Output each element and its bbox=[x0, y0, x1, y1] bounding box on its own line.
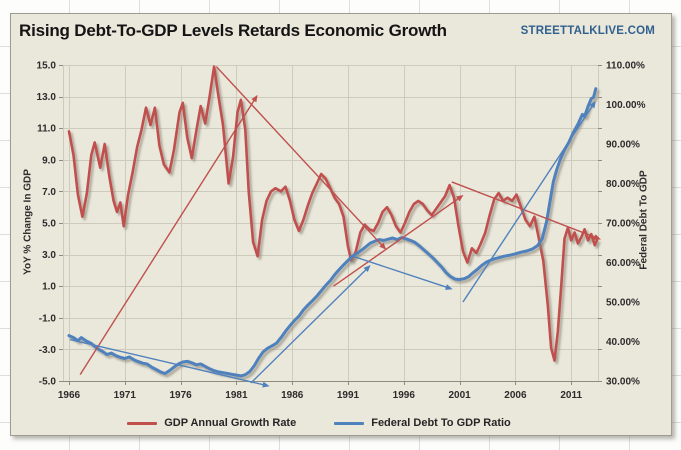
x-axis-tick-label: 1966 bbox=[58, 390, 81, 401]
trend-arrow-gdp-uptrend-1966-1982 bbox=[79, 94, 258, 376]
right-axis-tick-label: 40.00% bbox=[606, 337, 640, 348]
x-axis-tick-label: 2001 bbox=[448, 390, 471, 401]
debt-to-gdp-line bbox=[67, 87, 598, 378]
right-axis-tick-label: 50.00% bbox=[606, 298, 640, 309]
left-axis-tick-label: -3.0 bbox=[39, 345, 57, 356]
left-axis-tick-label: 11.0 bbox=[37, 124, 56, 135]
chart-title: Rising Debt-To-GDP Levels Retards Econom… bbox=[19, 21, 447, 40]
gdp-growth-line bbox=[67, 65, 599, 362]
x-axis-tick-label: 2006 bbox=[504, 390, 527, 401]
x-axis-tick-label: 1981 bbox=[225, 390, 248, 401]
left-axis-tick-label: 7.0 bbox=[42, 187, 56, 198]
x-axis-tick-label: 1986 bbox=[281, 390, 304, 401]
chart-container: Rising Debt-To-GDP Levels Retards Econom… bbox=[10, 13, 672, 436]
site-logo: STREETTALKLIVE.COM bbox=[520, 25, 655, 37]
left-axis-tick-label: 9.0 bbox=[42, 155, 56, 166]
left-axis-tick-label: -1.0 bbox=[39, 313, 57, 324]
x-axis-tick-label: 2011 bbox=[560, 390, 582, 401]
right-axis-tick-label: 100.00% bbox=[606, 100, 646, 111]
x-axis-tick-label: 1996 bbox=[393, 390, 416, 401]
trend-arrow-debt-downtrend-1991-2000 bbox=[350, 254, 453, 290]
x-axis-tick-label: 1971 bbox=[114, 390, 137, 401]
trend-arrow-gdp-downtrend-1979-1994 bbox=[215, 66, 387, 250]
legend: GDP Annual Growth Rate Federal Debt To G… bbox=[0, 417, 649, 429]
legend-label-debt: Federal Debt To GDP Ratio bbox=[371, 417, 511, 429]
left-axis-tick-label: 5.0 bbox=[42, 219, 56, 230]
trend-arrow-gdp-uptrend-1990-2001 bbox=[333, 194, 464, 287]
x-axis-tick-label: 1991 bbox=[337, 390, 360, 401]
right-axis-tick-label: 60.00% bbox=[606, 258, 640, 269]
plot-area: 15.013.011.09.07.05.03.01.0-1.0-3.0-5.01… bbox=[37, 61, 646, 402]
left-axis-tick-label: -5.0 bbox=[39, 377, 57, 388]
right-axis-tick-label: 110.00% bbox=[606, 61, 645, 72]
trend-arrow-debt-uptrend-1982-1993 bbox=[250, 265, 371, 384]
x-axis-tick-label: 1976 bbox=[169, 390, 192, 401]
right-axis-tick-label: 90.00% bbox=[606, 140, 640, 151]
left-axis-tick-label: 13.0 bbox=[37, 92, 57, 103]
legend-label-gdp: GDP Annual Growth Rate bbox=[164, 417, 297, 429]
right-axis-tick-label: 30.00% bbox=[606, 377, 640, 388]
trend-arrow-debt-downtrend-1966-1983 bbox=[69, 338, 270, 388]
legend-swatch-debt-line bbox=[334, 421, 365, 425]
right-axis-tick-label: 80.00% bbox=[606, 179, 640, 190]
legend-swatch-gdp-line bbox=[127, 421, 158, 425]
left-axis-tick-label: 1.0 bbox=[42, 282, 56, 293]
right-axis-tick-label: 70.00% bbox=[606, 219, 640, 230]
left-axis-tick-label: 15.0 bbox=[37, 61, 57, 72]
trend-arrow-debt-uptrend-2001-2013 bbox=[462, 100, 596, 303]
trend-arrow-gdp-downtrend-2000-2013 bbox=[451, 181, 601, 240]
left-axis-tick-label: 3.0 bbox=[42, 250, 56, 261]
